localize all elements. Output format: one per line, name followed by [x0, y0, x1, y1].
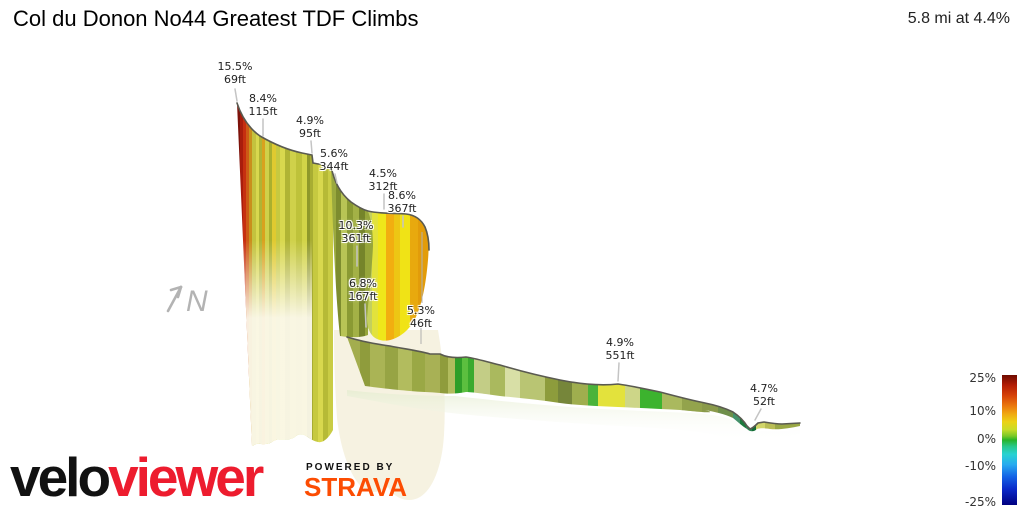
strava-logo[interactable]: STRAVA [304, 472, 408, 502]
segment-label: 15.5% 69ft [217, 60, 253, 86]
segment-label: 10.3% 361ft [338, 219, 374, 245]
curtain-tail [347, 390, 800, 442]
profile-tail-band [347, 337, 800, 432]
veloviewer-logo-viewer: viewer [108, 446, 264, 508]
veloviewer-logo[interactable]: veloviewer [10, 450, 264, 505]
segment-divider-line [420, 232, 423, 344]
label-leader-lines [234, 88, 762, 421]
north-label: N [186, 285, 208, 318]
page-title: Col du Donon No44 Greatest TDF Climbs [13, 6, 419, 31]
segment-label: 5.3% 46ft [407, 304, 435, 330]
profile-ridge-outline [236, 102, 801, 430]
segment-label: 4.7% 52ft [750, 382, 778, 408]
profile-fold-inner [367, 211, 429, 341]
profile-main-face [237, 103, 333, 446]
segment-label: 6.8% 167ft [348, 277, 378, 303]
powered-by-label: POWERED BY [306, 462, 395, 473]
segment-label: 8.6% 367ft [387, 189, 417, 215]
segment-label: 5.6% 344ft [319, 147, 349, 173]
segment-label: 8.4% 115ft [248, 92, 278, 118]
segment-label: 4.9% 95ft [296, 114, 324, 140]
segment-label: 4.9% 551ft [605, 336, 635, 362]
profile-fold-band [331, 166, 375, 338]
segment-label: 4.5% 312ft [368, 167, 398, 193]
north-arrow-icon: N [166, 285, 208, 318]
veloviewer-logo-velo: velo [10, 446, 111, 508]
climb-summary: 5.8 mi at 4.4% [907, 10, 1010, 27]
